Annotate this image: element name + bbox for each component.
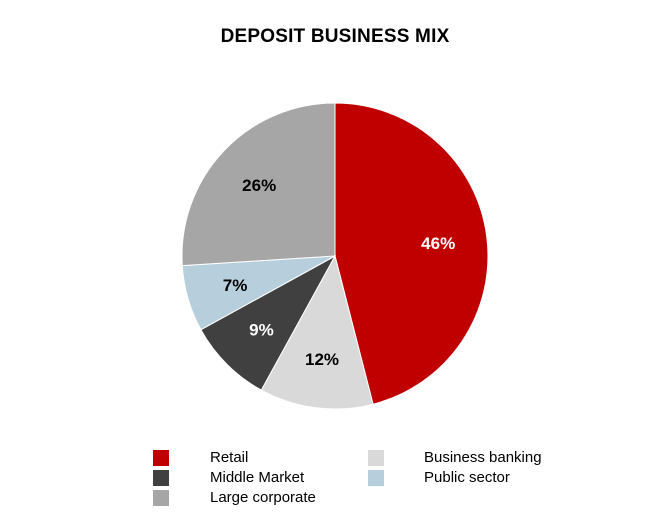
data-label-public-sector: 7% [223,276,248,295]
legend-label-public-sector: Public sector [424,469,510,486]
data-label-middle-market: 9% [249,321,274,340]
legend-swatch-business-banking [368,450,384,466]
pie-slice-retail [334,102,489,405]
pie-slice-middle-market [200,254,337,391]
data-label-retail: 46% [421,234,455,253]
legend-label-large-corporate: Large corporate [210,489,316,506]
legend-swatch-middle-market [153,470,169,486]
chart-title: DEPOSIT BUSINESS MIX [220,26,450,47]
legend-swatch-large-corporate [153,490,169,506]
legend-label-business-banking: Business banking [424,449,542,466]
pie-slice-business-banking [260,254,374,410]
legend-label-middle-market: Middle Market [210,469,305,486]
legend-label-retail: Retail [210,449,249,466]
legend-swatch-retail [153,450,169,466]
data-label-business-banking: 12% [305,350,339,369]
data-label-large-corporate: 26% [242,176,276,195]
pie-slice-large-corporate [181,102,336,267]
legend-swatch-public-sector [368,470,384,486]
